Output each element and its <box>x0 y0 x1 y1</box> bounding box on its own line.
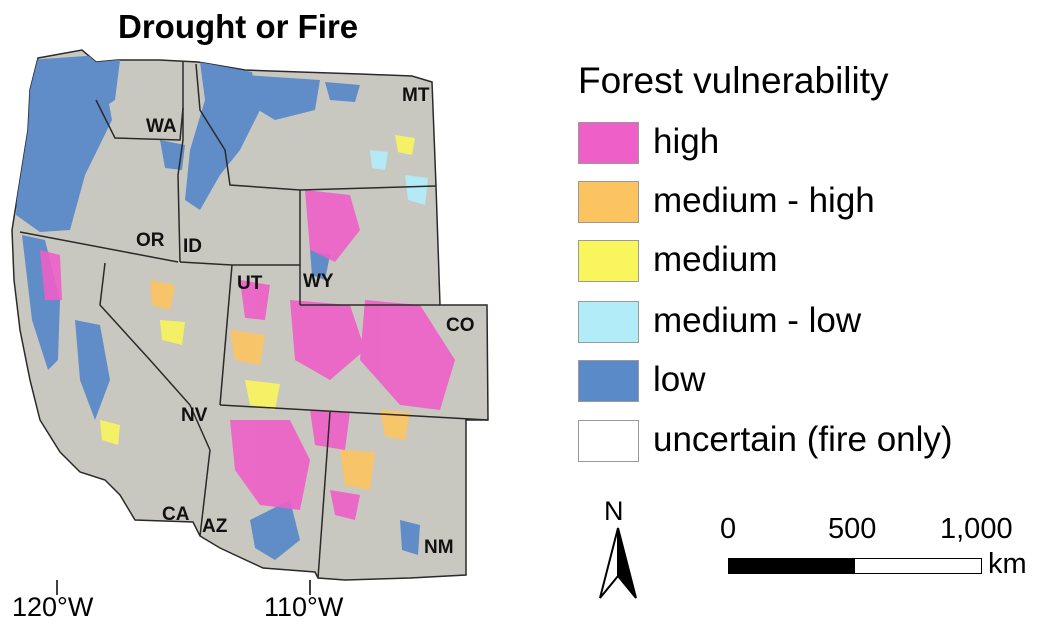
scale-tick-1000: 1,000 <box>940 513 1013 545</box>
state-label-co: CO <box>446 315 475 336</box>
legend-label-medium: medium <box>653 240 778 279</box>
state-label-wy: WY <box>303 271 334 292</box>
state-label-id: ID <box>183 236 202 257</box>
legend-item-medium-low: medium - low <box>578 297 1018 347</box>
legend-label-uncertain: uncertain (fire only) <box>653 420 953 459</box>
legend-label-medium-high: medium - high <box>653 181 875 220</box>
vulnerability-map: WA OR ID MT WY UT CO NV CA AZ NM <box>11 49 489 595</box>
state-label-wa: WA <box>146 116 177 137</box>
longitude-label-120w: 120°W <box>12 592 94 622</box>
legend-swatch-uncertain <box>578 420 639 462</box>
legend-swatch-medium-high <box>578 181 639 223</box>
legend-swatch-high <box>578 122 639 164</box>
longitude-label-110w: 110°W <box>264 592 344 622</box>
scale-bar-segment <box>729 559 855 573</box>
legend-swatch-medium-low <box>578 301 639 343</box>
scale-tick-0: 0 <box>720 513 737 545</box>
state-label-ca: CA <box>162 504 190 525</box>
legend-swatch-low <box>578 360 639 402</box>
high-vulnerability-patches <box>40 190 455 520</box>
state-label-mt: MT <box>402 85 430 106</box>
state-label-nv: NV <box>181 405 208 426</box>
legend-label-high: high <box>653 122 720 161</box>
legend-swatch-medium <box>578 240 639 282</box>
legend-label-low: low <box>653 360 706 399</box>
legend-item-uncertain: uncertain (fire only) <box>578 416 1018 466</box>
scale-bar <box>728 558 982 574</box>
legend-title: Forest vulnerability <box>578 60 889 101</box>
medium-vulnerability-patches <box>100 135 415 445</box>
map-title: Drought or Fire <box>118 8 359 45</box>
legend-item-medium: medium <box>578 236 1018 286</box>
state-label-nm: NM <box>424 537 454 558</box>
state-label-or: OR <box>136 230 165 251</box>
state-label-az: AZ <box>202 516 228 537</box>
legend-item-low: low <box>578 356 1018 406</box>
medium-low-vulnerability-patches <box>370 150 428 205</box>
legend-label-medium-low: medium - low <box>653 301 862 340</box>
legend-item-high: high <box>578 118 1018 168</box>
state-label-ut: UT <box>237 273 263 294</box>
scale-unit: km <box>988 548 1027 580</box>
north-arrow-label: N <box>604 498 624 526</box>
north-arrow-icon: N <box>599 498 637 599</box>
state-borders <box>19 62 489 579</box>
medium-high-vulnerability-patches <box>150 280 410 490</box>
scale-tick-500: 500 <box>828 513 877 545</box>
legend-item-medium-high: medium - high <box>578 177 1018 227</box>
